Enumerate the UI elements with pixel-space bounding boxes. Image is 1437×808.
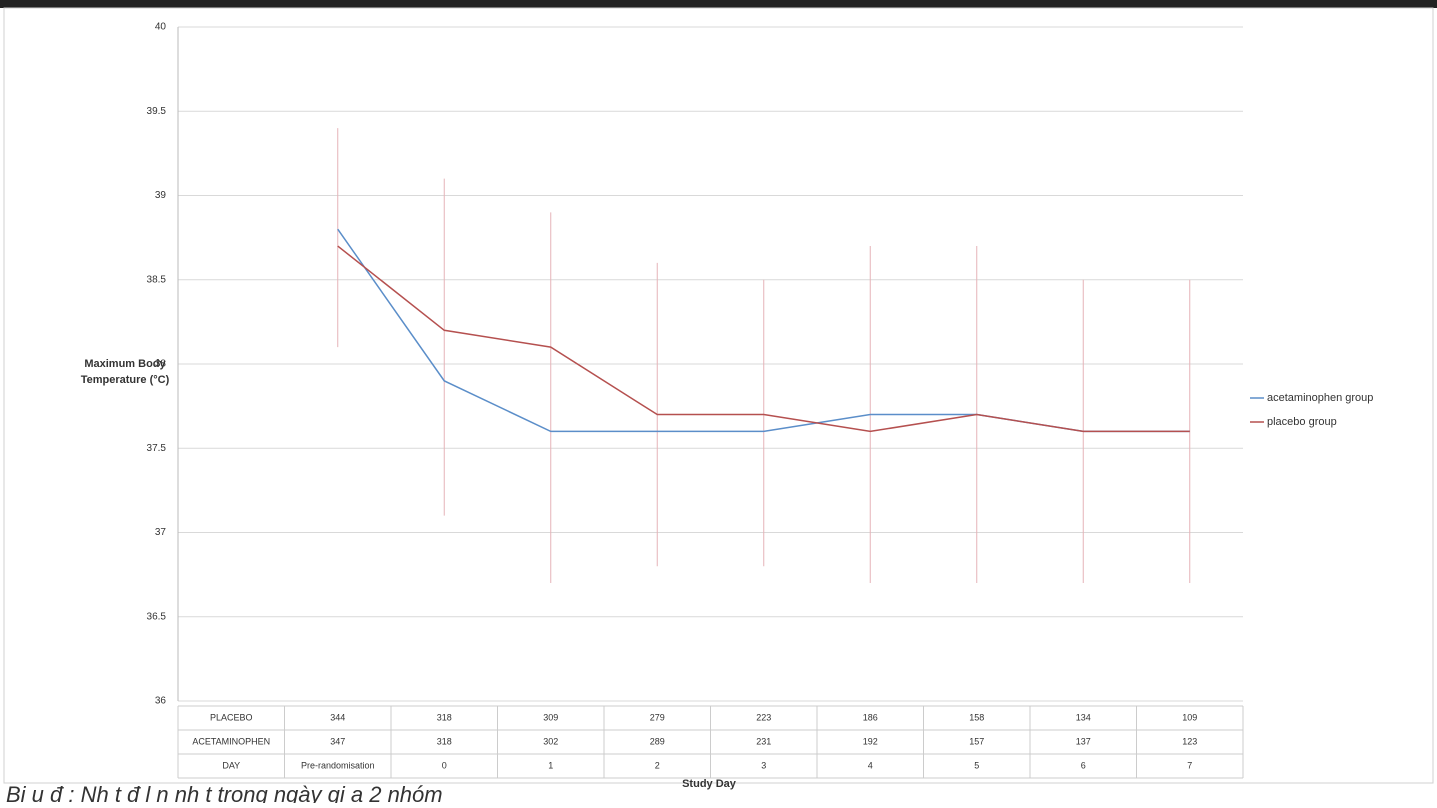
- table-cell: 231: [756, 736, 771, 746]
- table-cell: 344: [330, 712, 345, 722]
- y-tick-label: 36.5: [147, 611, 167, 622]
- table-cell: 192: [863, 736, 878, 746]
- table-cell: 134: [1076, 712, 1091, 722]
- y-tick-label: 37.5: [147, 443, 167, 454]
- table-cell: 3: [761, 760, 766, 770]
- y-tick-label: 37: [155, 527, 167, 538]
- table-cell: 137: [1076, 736, 1091, 746]
- table-cell: 4: [868, 760, 873, 770]
- y-tick-label: 40: [155, 22, 167, 33]
- x-axis-label: Study Day: [682, 778, 737, 790]
- table-cell: 347: [330, 736, 345, 746]
- y-tick-label: 36: [155, 696, 167, 707]
- table-cell: 186: [863, 712, 878, 722]
- table-cell: 109: [1182, 712, 1197, 722]
- table-cell: 1: [548, 760, 553, 770]
- table-cell: 123: [1182, 736, 1197, 746]
- table-cell: 279: [650, 712, 665, 722]
- legend-label: placebo group: [1267, 416, 1337, 428]
- table-cell: 158: [969, 712, 984, 722]
- table-cell: 289: [650, 736, 665, 746]
- table-cell: 318: [437, 712, 452, 722]
- table-cell: 309: [543, 712, 558, 722]
- y-tick-label: 38: [155, 359, 167, 370]
- table-cell: 6: [1081, 760, 1086, 770]
- series-line: [337, 245, 1190, 433]
- y-tick-label: 39: [155, 190, 167, 201]
- y-tick-label: 38.5: [147, 274, 167, 285]
- y-tick-label: 39.5: [147, 106, 167, 117]
- y-axis-label: Maximum Body Temperature (°C): [81, 358, 170, 386]
- chart-frame: [3, 7, 1434, 784]
- caption: Bi u đ : Nh t đ l n nh t trong ngày gi a…: [6, 782, 443, 803]
- table-cell: 157: [969, 736, 984, 746]
- table-cell: 302: [543, 736, 558, 746]
- table-row-label: DAY: [222, 760, 240, 770]
- table-cell: Pre-randomisation: [301, 760, 375, 770]
- table-cell: 2: [655, 760, 660, 770]
- table-cell: 7: [1187, 760, 1192, 770]
- table-cell: 0: [442, 760, 447, 770]
- table-cell: 223: [756, 712, 771, 722]
- table-row-label: ACETAMINOPHEN: [192, 736, 270, 746]
- table-cell: 5: [974, 760, 979, 770]
- legend-label: acetaminophen group: [1267, 392, 1373, 404]
- table-cell: 318: [437, 736, 452, 746]
- table-row-label: PLACEBO: [210, 712, 253, 722]
- top-bar: [0, 0, 1437, 8]
